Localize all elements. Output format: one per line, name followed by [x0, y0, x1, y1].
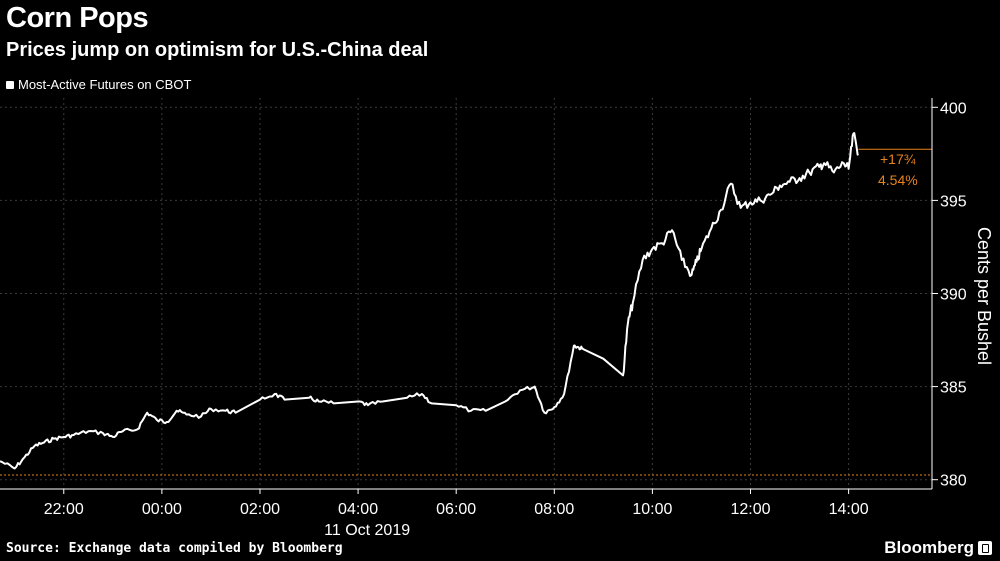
tick-labels: 380 385 390 395 400 22:00 00:00 02:00 04:00 06:00…	[44, 100, 967, 518]
y-tick-label: 390	[940, 287, 967, 304]
reference-lines	[0, 148, 932, 476]
source-note: Source: Exchange data compiled by Bloomb…	[6, 541, 343, 556]
date-label: 11 Oct 2019	[324, 522, 410, 539]
y-tick-label: 385	[940, 380, 967, 397]
x-tick-label: 10:00	[632, 501, 672, 518]
x-tick-label: 12:00	[730, 501, 770, 518]
grid	[0, 98, 932, 489]
y-tick-label: 380	[940, 473, 967, 490]
x-tick-label: 22:00	[44, 501, 84, 518]
percent-annotation: 4.54%	[878, 172, 918, 188]
x-tick-label: 04:00	[338, 501, 378, 518]
x-tick-label: 08:00	[534, 501, 574, 518]
y-tick-label: 400	[940, 100, 967, 117]
brand-name: Bloomberg	[884, 538, 974, 557]
legend-label: Most-Active Futures on CBOT	[18, 77, 192, 92]
chart-subtitle: Prices jump on optimism for U.S.-China d…	[6, 39, 429, 61]
x-tick-label: 00:00	[142, 501, 182, 518]
y-axis-label: Cents per Bushel	[974, 227, 994, 365]
y-tick-label: 395	[940, 193, 967, 210]
chart-title: Corn Pops	[6, 2, 149, 34]
bloomberg-logo-icon	[978, 541, 992, 555]
change-annotation: +17¾	[880, 151, 916, 167]
legend-swatch	[6, 80, 14, 89]
series-line	[0, 132, 860, 470]
axes	[0, 98, 938, 494]
x-tick-label: 06:00	[436, 501, 476, 518]
x-tick-label: 14:00	[829, 501, 869, 518]
brand-logo: Bloomberg	[884, 538, 992, 558]
legend: Most-Active Futures on CBOT	[6, 77, 191, 92]
x-tick-label: 02:00	[240, 501, 280, 518]
